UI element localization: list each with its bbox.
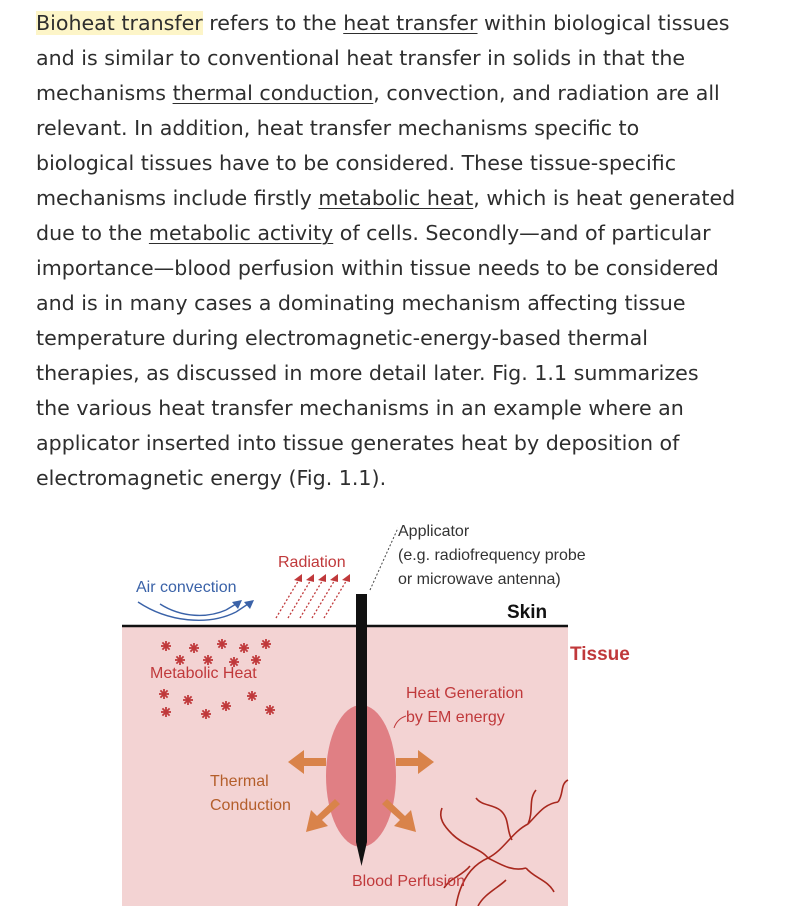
highlighted-term-bioheat-transfer: Bioheat transfer — [36, 11, 203, 35]
heat-generation-label-2: by EM energy — [406, 709, 505, 726]
figure-bioheat-diagram: Applicator (e.g. radiofrequency probe or… — [108, 514, 648, 906]
heat-generation-label: Heat Generation — [406, 685, 523, 702]
link-metabolic-heat[interactable]: metabolic heat — [318, 186, 474, 210]
diagram-svg: Applicator (e.g. radiofrequency probe or… — [122, 523, 630, 906]
applicator-probe — [356, 594, 367, 842]
skin-label: Skin — [507, 602, 547, 623]
blood-vessel-network-icon — [439, 779, 569, 906]
radiation-arrows — [275, 577, 349, 619]
heat-generation-pointer — [393, 715, 407, 729]
text-span: , convection, and radiation are all rele… — [36, 81, 720, 210]
link-metabolic-activity[interactable]: metabolic activity — [148, 221, 334, 245]
probe-tip — [356, 842, 367, 866]
text-span: , which is heat generated due to the — [36, 186, 736, 245]
text-span: refers to the — [202, 11, 344, 35]
tissue-label: Tissue — [570, 644, 630, 665]
text-span: within biological tissues and is similar… — [36, 11, 730, 105]
applicator-example-label: (e.g. radiofrequency probe — [398, 547, 586, 564]
radiation-arrowheads — [294, 574, 350, 582]
blood-perfusion-label: Blood Perfusion — [352, 873, 465, 890]
link-thermal-conduction[interactable]: thermal conduction — [172, 81, 374, 105]
link-heat-transfer[interactable]: heat transfer — [343, 11, 478, 35]
air-convection-icon — [137, 601, 249, 621]
applicator-label: Applicator — [398, 523, 470, 540]
radiation-label: Radiation — [278, 554, 346, 571]
air-convection-arrowheads — [232, 600, 254, 609]
applicator-example-label-2: or microwave antenna) — [398, 571, 561, 588]
thermal-conduction-label-2: Conduction — [210, 797, 291, 814]
metabolic-heat-label: Metabolic Heat — [150, 665, 257, 682]
thermal-conduction-arrows — [288, 750, 434, 832]
air-convection-label: Air convection — [136, 579, 237, 596]
applicator-leader — [369, 527, 399, 591]
text-span: of cells. Secondly—and of particular imp… — [36, 221, 719, 490]
article-paragraph: Bioheat transfer refers to the heat tran… — [36, 6, 736, 496]
article-text: Bioheat transfer refers to the heat tran… — [36, 6, 736, 496]
thermal-conduction-label: Thermal — [210, 773, 269, 790]
